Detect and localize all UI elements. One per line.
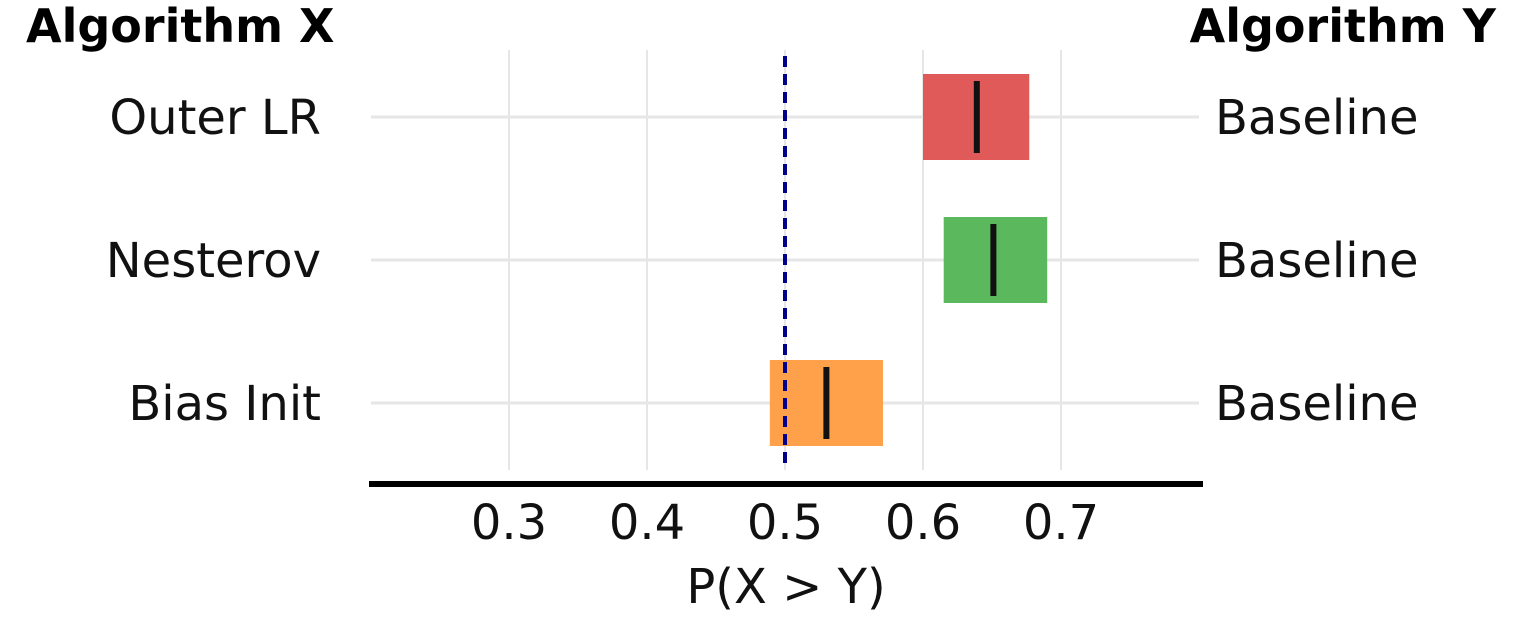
algorithm-y-label-0: Baseline — [1215, 90, 1419, 146]
x-tick-labels: 0.3 0.4 0.5 0.6 0.7 — [471, 495, 1099, 551]
algorithm-x-label-1: Nesterov — [106, 233, 321, 289]
x-axis-title: P(X > Y) — [686, 559, 885, 615]
algorithm-x-label-2: Bias Init — [128, 376, 321, 432]
algorithm-x-header: Algorithm X — [26, 0, 335, 53]
algorithm-y-label-2: Baseline — [1215, 376, 1419, 432]
x-tick-label-1: 0.4 — [609, 495, 685, 551]
x-tick-label-4: 0.7 — [1023, 495, 1099, 551]
row-labels: Outer LR Baseline Nesterov Baseline Bias Ini… — [106, 90, 1419, 432]
x-tick-label-3: 0.6 — [885, 495, 961, 551]
algorithm-x-label-0: Outer LR — [109, 90, 321, 146]
interval-bars — [769, 74, 1048, 446]
algorithm-y-header: Algorithm Y — [1190, 0, 1497, 53]
algorithm-y-label-1: Baseline — [1215, 233, 1419, 289]
x-tick-label-2: 0.5 — [747, 495, 823, 551]
x-tick-label-0: 0.3 — [471, 495, 547, 551]
